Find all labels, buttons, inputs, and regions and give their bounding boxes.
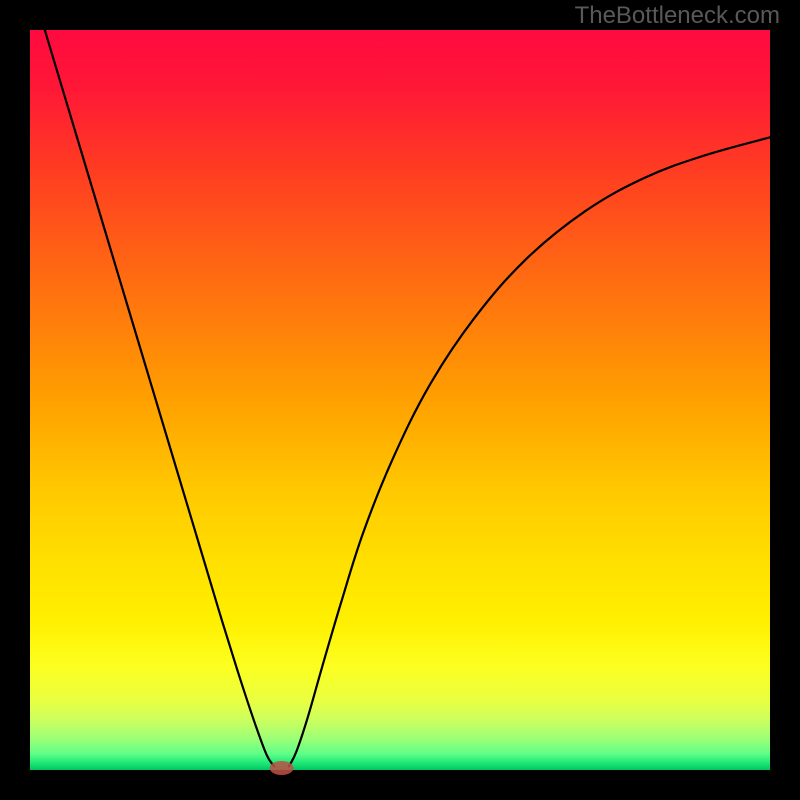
chart-background xyxy=(30,30,770,770)
watermark-text: TheBottleneck.com xyxy=(575,2,780,30)
bottleneck-chart xyxy=(0,0,800,800)
minimum-marker xyxy=(270,761,294,775)
chart-container: TheBottleneck.com xyxy=(0,0,800,800)
